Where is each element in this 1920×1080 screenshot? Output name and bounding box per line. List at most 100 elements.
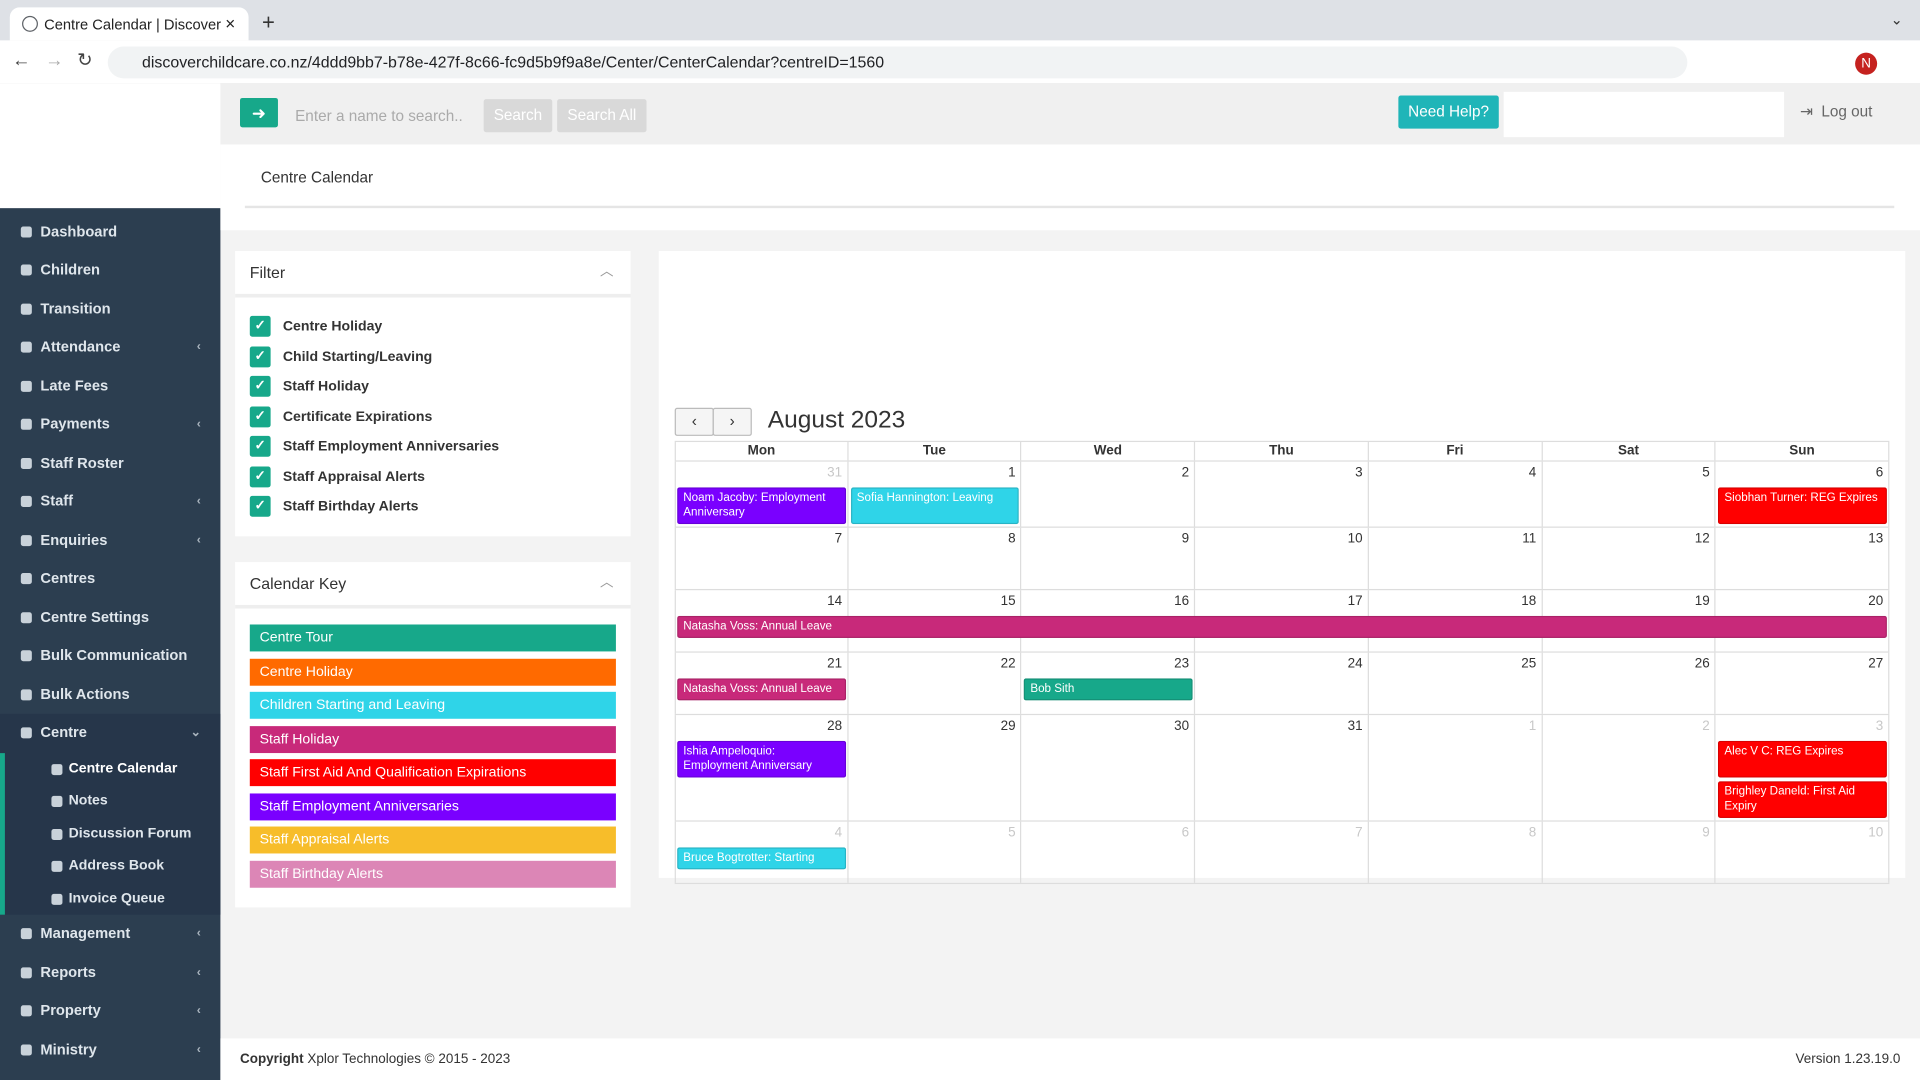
nav-item[interactable]: Notes	[5, 785, 221, 818]
tab-menu[interactable]: ⌄	[1890, 11, 1903, 29]
checkbox[interactable]: ✓	[249, 315, 271, 337]
back[interactable]: ←	[12, 50, 31, 72]
help-button[interactable]: Need Help?	[1398, 95, 1499, 129]
event[interactable]: Bruce Bogtrotter: Starting	[677, 847, 846, 870]
day-cell	[1022, 821, 1196, 883]
checkbox[interactable]: ✓	[249, 465, 271, 487]
nav-item[interactable]: Bulk Actions	[0, 675, 220, 714]
event[interactable]: Brighley Daneld: First Aid Expiry	[1718, 781, 1887, 818]
day-number: 17	[1347, 593, 1363, 609]
nav-item[interactable]: Bulk Communication	[0, 637, 220, 676]
nav-label: Centres	[40, 569, 96, 587]
checkbox[interactable]: ✓	[249, 405, 271, 427]
checkbox[interactable]: ✓	[249, 435, 271, 457]
search-button[interactable]: Search	[483, 99, 553, 133]
nav-item[interactable]: Late Fees	[0, 367, 220, 406]
weekday: Tue	[848, 442, 1022, 461]
filter-item[interactable]: ✓ Staff Birthday Alerts	[235, 492, 631, 522]
day-number: 28	[827, 718, 843, 734]
week: 31 1 2 3 4 5 6 Noam Jacoby: Employment Annivers…	[674, 461, 1890, 528]
day-cell	[1542, 821, 1716, 883]
divider	[244, 205, 1895, 209]
panel-header[interactable]: Filter ︿	[235, 251, 631, 298]
nav-item[interactable]: Centres	[0, 560, 220, 599]
event[interactable]: Noam Jacoby: Employment Anniversary	[677, 487, 846, 525]
nav-item[interactable]: Attendance ‹	[0, 328, 220, 367]
panel-header[interactable]: Calendar Key ︿	[235, 562, 631, 609]
prev-month[interactable]: ‹	[674, 407, 714, 436]
search-input[interactable]: Enter a name to search..	[295, 107, 463, 125]
day-cell	[1542, 461, 1716, 527]
nav-item[interactable]: Transition	[0, 290, 220, 329]
nav-icon	[51, 796, 63, 808]
search-all-button[interactable]: Search All	[557, 99, 647, 133]
next-month[interactable]: ›	[712, 407, 752, 436]
nav-item[interactable]: Discussion Forum	[5, 818, 221, 851]
close-tab[interactable]: ×	[225, 13, 236, 34]
nav-item[interactable]: Dashboard	[0, 212, 220, 251]
nav-label: Bulk Actions	[40, 685, 130, 703]
nav-item[interactable]: Enquiries ‹	[0, 521, 220, 560]
checkbox[interactable]: ✓	[249, 345, 271, 367]
day-number: 15	[1000, 593, 1016, 609]
nav-icon	[20, 1005, 32, 1017]
nav-item[interactable]: Address Book	[5, 850, 221, 883]
new-tab[interactable]: +	[262, 9, 275, 35]
checkbox[interactable]: ✓	[249, 495, 271, 517]
nav-item[interactable]: Payments ‹	[0, 405, 220, 444]
event[interactable]: Natasha Voss: Annual Leave	[677, 678, 846, 701]
nav-item[interactable]: Reports ‹	[0, 954, 220, 993]
nav-item[interactable]: Centre Settings	[0, 598, 220, 637]
event[interactable]: Bob Sith	[1024, 678, 1193, 701]
event[interactable]: Sofia Hannington: Leaving	[850, 487, 1020, 525]
nav-item[interactable]: Invoice Queue	[5, 883, 221, 916]
filter-item[interactable]: ✓ Staff Holiday	[235, 372, 631, 402]
day-number: 6	[1181, 825, 1190, 841]
day-number: 19	[1694, 593, 1710, 609]
nav-label: Management	[40, 925, 131, 943]
profile[interactable]: N	[1855, 52, 1878, 75]
day-cell	[1195, 461, 1369, 527]
forward[interactable]: →	[45, 50, 64, 72]
event[interactable]: Alec V C: REG Expires	[1718, 740, 1887, 778]
nav-item[interactable]: Centre Calendar	[5, 752, 221, 785]
nav-label: Centre Settings	[40, 607, 150, 626]
day-number: 21	[827, 656, 843, 672]
filter-item[interactable]: ✓ Staff Appraisal Alerts	[235, 462, 631, 492]
filter-item[interactable]: ✓ Certificate Expirations	[235, 402, 631, 432]
nav-item[interactable]: Children	[0, 251, 220, 290]
nav-label: Children	[40, 260, 101, 278]
reload[interactable]: ↻	[77, 50, 93, 72]
tab[interactable]: Centre Calendar | Discover ×	[9, 7, 249, 41]
filter-item[interactable]: ✓ Staff Employment Anniversaries	[235, 432, 631, 462]
day-number: 24	[1347, 656, 1363, 672]
collapse: ︿	[600, 575, 614, 591]
chevron: ‹	[196, 1004, 201, 1019]
day-number: 6	[1875, 465, 1884, 481]
back-button[interactable]: ➜	[240, 97, 278, 128]
day-cell	[1369, 527, 1543, 589]
nav-item[interactable]: Centre ⌄	[0, 713, 221, 753]
panel-title: Filter	[249, 263, 286, 282]
nav-item[interactable]: Property ‹	[0, 992, 220, 1031]
event[interactable]: Natasha Voss: Annual Leave	[677, 615, 1887, 638]
filter-label: Child Starting/Leaving	[282, 349, 433, 365]
nav-label: Invoice Queue	[68, 891, 165, 906]
filter-item[interactable]: ✓ Child Starting/Leaving	[235, 342, 631, 372]
event[interactable]: Ishia Ampeloquio: Employment Anniversary	[677, 740, 846, 778]
day-cell	[674, 652, 849, 714]
nav-item[interactable]: Ministry ‹	[0, 1031, 220, 1070]
calendar: ‹ › August 2023 Mon Tue Wed Thu Fri Sat Sun 31 1…	[658, 251, 1906, 885]
checkbox[interactable]: ✓	[249, 375, 271, 397]
month-title: August 2023	[767, 406, 906, 434]
nav-item[interactable]: Staff Roster	[0, 444, 220, 483]
nav-item[interactable]: Management ‹	[0, 915, 220, 954]
url-field[interactable]: discoverchildcare.co.nz/4ddd9bb7-b78e-42…	[107, 46, 1688, 79]
day-number: 22	[1000, 656, 1016, 672]
sidebar: Dashboard Children Transition Attendance ‹ La…	[0, 208, 221, 1080]
nav-item[interactable]: Staff ‹	[0, 482, 220, 521]
event[interactable]: Siobhan Turner: REG Expires	[1718, 487, 1887, 525]
filter-item[interactable]: ✓ Centre Holiday	[235, 312, 631, 342]
day-cell	[1716, 821, 1890, 883]
logout[interactable]: ⇥ Log out	[1800, 102, 1873, 121]
